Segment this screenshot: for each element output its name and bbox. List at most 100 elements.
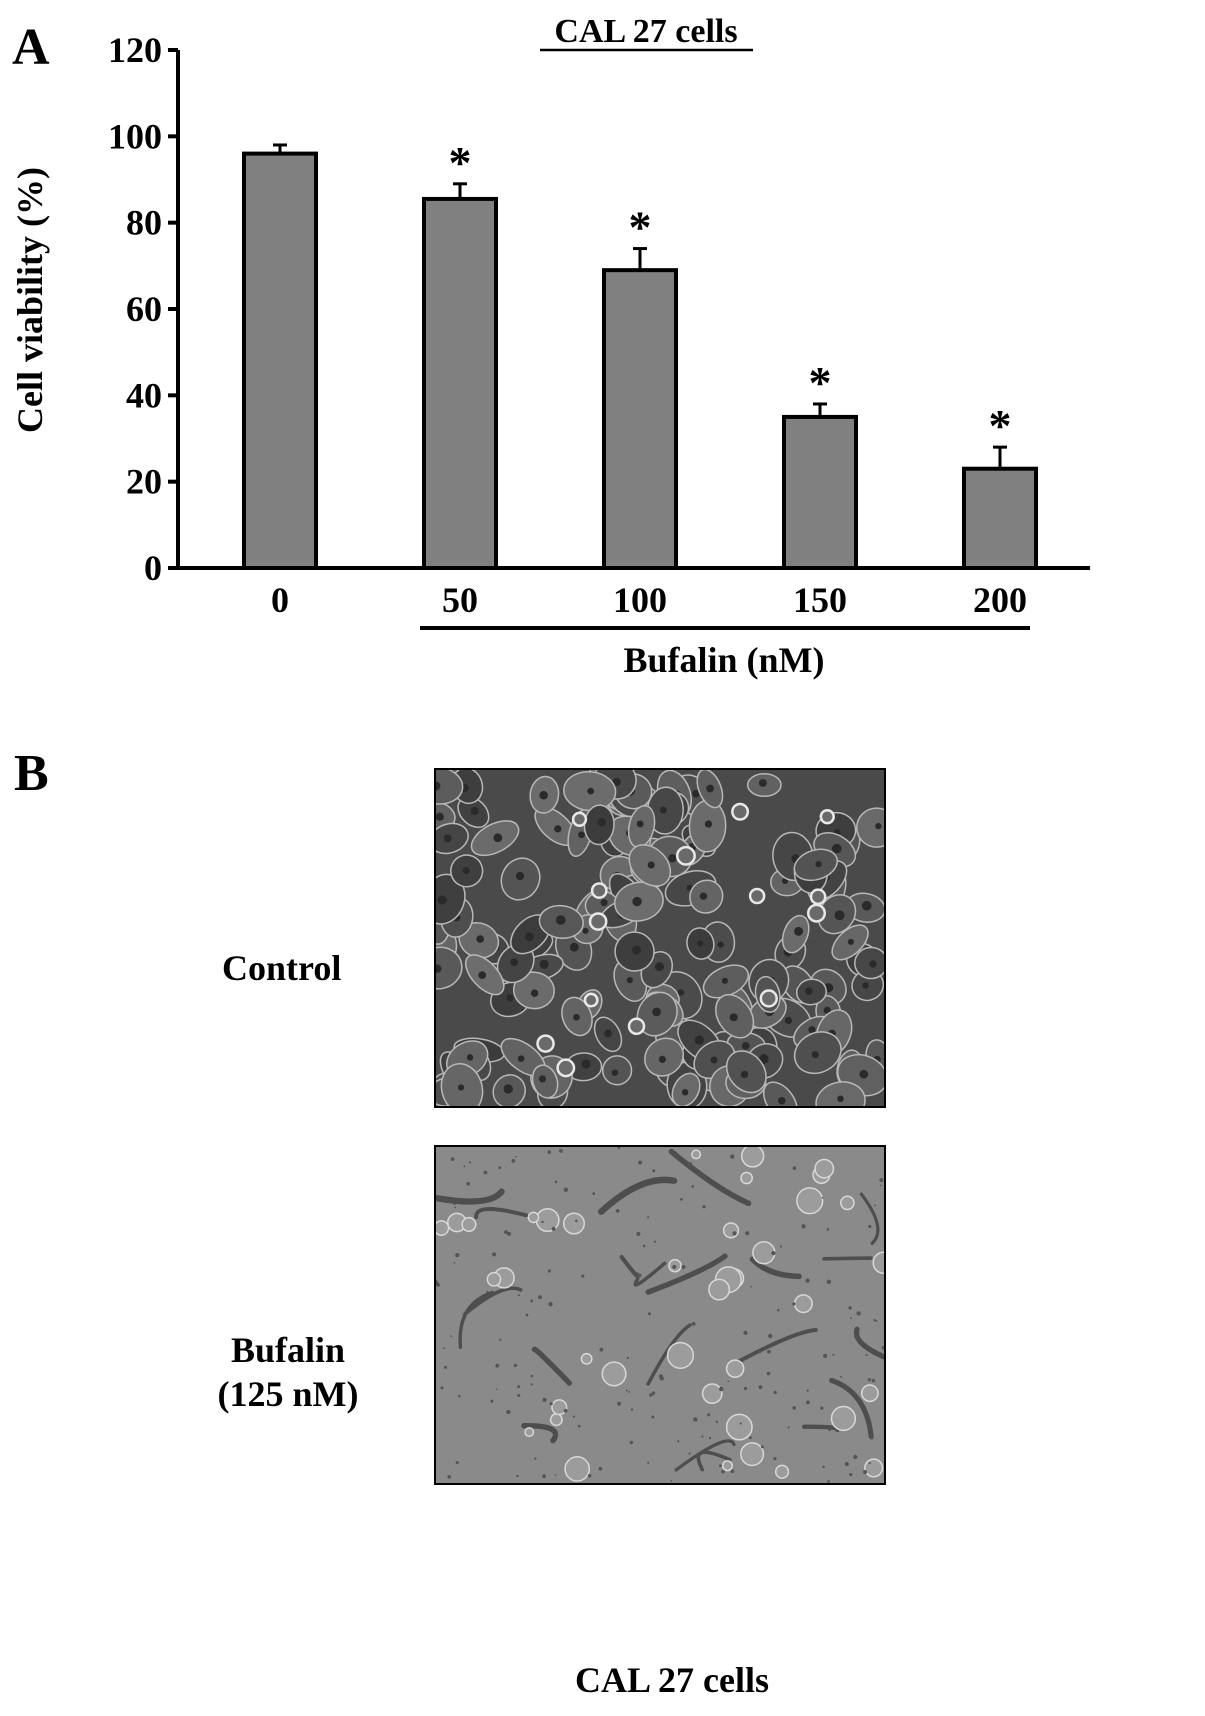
debris-particle bbox=[581, 1274, 585, 1278]
detached-cell bbox=[527, 1211, 540, 1224]
debris-particle bbox=[758, 1350, 762, 1354]
debris-particle bbox=[530, 1383, 533, 1386]
debris-particle bbox=[766, 1371, 771, 1376]
debris-particle bbox=[743, 1330, 748, 1335]
cell-nucleus bbox=[506, 994, 514, 1002]
debris-particle bbox=[801, 1224, 806, 1229]
cell-nucleus bbox=[875, 822, 882, 830]
cell-nucleus bbox=[659, 806, 667, 814]
debris-particle bbox=[647, 1216, 650, 1219]
debris-particle bbox=[680, 1197, 683, 1201]
debris-particle bbox=[466, 1181, 471, 1186]
cell-nucleus bbox=[697, 940, 704, 947]
rounded-cell bbox=[759, 989, 778, 1008]
detached-cell bbox=[551, 1399, 568, 1416]
debris-particle bbox=[453, 1261, 456, 1264]
debris-particle bbox=[495, 1388, 498, 1391]
rounded-cell bbox=[536, 1034, 555, 1053]
debris-particle bbox=[455, 1253, 460, 1258]
debris-particle bbox=[516, 1474, 519, 1478]
debris-particle bbox=[792, 1166, 797, 1171]
debris-particle bbox=[547, 1150, 552, 1154]
bar bbox=[602, 268, 678, 570]
cell-debris-strand bbox=[859, 1192, 880, 1246]
rounded-cell bbox=[556, 1058, 576, 1078]
cell-nucleus bbox=[710, 1056, 718, 1064]
debris-particle bbox=[732, 1231, 737, 1236]
debris-particle bbox=[630, 1408, 634, 1411]
debris-particle bbox=[730, 1154, 735, 1159]
cell-debris-strand bbox=[436, 1188, 505, 1205]
cell-nucleus bbox=[436, 781, 441, 791]
detached-cell bbox=[722, 1222, 740, 1239]
cell-debris-strand bbox=[737, 1327, 818, 1364]
debris-particle bbox=[670, 1480, 673, 1482]
cell-nucleus bbox=[837, 1095, 844, 1103]
cell-nucleus bbox=[539, 790, 548, 800]
cell-nucleus bbox=[647, 861, 655, 869]
rounded-cell bbox=[809, 888, 827, 906]
debris-particle bbox=[450, 1157, 455, 1161]
cell-debris-strand bbox=[646, 1323, 692, 1386]
debris-particle bbox=[649, 1393, 653, 1397]
debris-particle bbox=[805, 1278, 810, 1283]
cell-nucleus bbox=[611, 1069, 619, 1076]
debris-particle bbox=[495, 1363, 500, 1368]
control-cells-image bbox=[436, 770, 884, 1106]
debris-particle bbox=[617, 1147, 621, 1149]
debris-particle bbox=[486, 1290, 489, 1294]
debris-particle bbox=[534, 1457, 537, 1460]
detached-cell bbox=[814, 1158, 835, 1179]
debris-particle bbox=[647, 1461, 650, 1464]
bufalin-micrograph bbox=[434, 1145, 886, 1485]
cell-nucleus bbox=[578, 831, 585, 839]
cell-nucleus bbox=[604, 1029, 613, 1038]
debris-particle bbox=[758, 1385, 763, 1390]
detached-cell bbox=[840, 1195, 855, 1211]
debris-particle bbox=[575, 1219, 578, 1223]
debris-particle bbox=[507, 1231, 512, 1236]
debris-particle bbox=[707, 1413, 711, 1417]
debris-particle bbox=[749, 1436, 752, 1440]
cell-nucleus bbox=[493, 833, 503, 843]
debris-particle bbox=[554, 1180, 558, 1184]
debris-particle bbox=[822, 1465, 825, 1469]
rounded-cell bbox=[583, 992, 599, 1008]
cell-nucleus bbox=[699, 892, 708, 900]
detached-cell bbox=[725, 1413, 753, 1441]
debris-particle bbox=[869, 1435, 874, 1440]
cell-nucleus bbox=[555, 915, 566, 925]
cell-nucleus bbox=[470, 806, 479, 816]
x-tick-label: 200 bbox=[973, 580, 1027, 620]
rounded-cell bbox=[627, 1017, 646, 1036]
cell-debris-strand bbox=[531, 1346, 573, 1386]
x-tick-label: 50 bbox=[442, 580, 478, 620]
detached-cell bbox=[549, 1413, 563, 1427]
debris-particle bbox=[450, 1335, 452, 1337]
panel-a-label: A bbox=[12, 19, 50, 76]
panel-b-label: B bbox=[14, 745, 49, 802]
debris-particle bbox=[517, 1393, 521, 1397]
cell-nucleus bbox=[706, 784, 714, 793]
significance-marker: * bbox=[809, 357, 832, 408]
detached-cell bbox=[830, 1405, 857, 1432]
debris-particle bbox=[617, 1401, 622, 1406]
debris-particle bbox=[542, 1397, 547, 1402]
debris-particle bbox=[718, 1464, 722, 1468]
detached-cell bbox=[793, 1294, 813, 1314]
debris-particle bbox=[823, 1353, 828, 1358]
detached-cell bbox=[725, 1359, 745, 1378]
cell-nucleus bbox=[626, 977, 633, 984]
debris-particle bbox=[662, 1283, 665, 1286]
debris-particle bbox=[777, 1309, 780, 1312]
detached-cell bbox=[601, 1361, 627, 1387]
panel-b-caption: CAL 27 cells bbox=[575, 1660, 769, 1700]
debris-particle bbox=[558, 1149, 563, 1153]
cell-nucleus bbox=[462, 867, 470, 875]
detached-cell bbox=[721, 1460, 733, 1472]
cell-nucleus bbox=[815, 860, 822, 868]
debris-particle bbox=[792, 1302, 796, 1306]
debris-particle bbox=[867, 1378, 871, 1382]
debris-particle bbox=[826, 1228, 830, 1231]
debris-particle bbox=[873, 1318, 876, 1322]
